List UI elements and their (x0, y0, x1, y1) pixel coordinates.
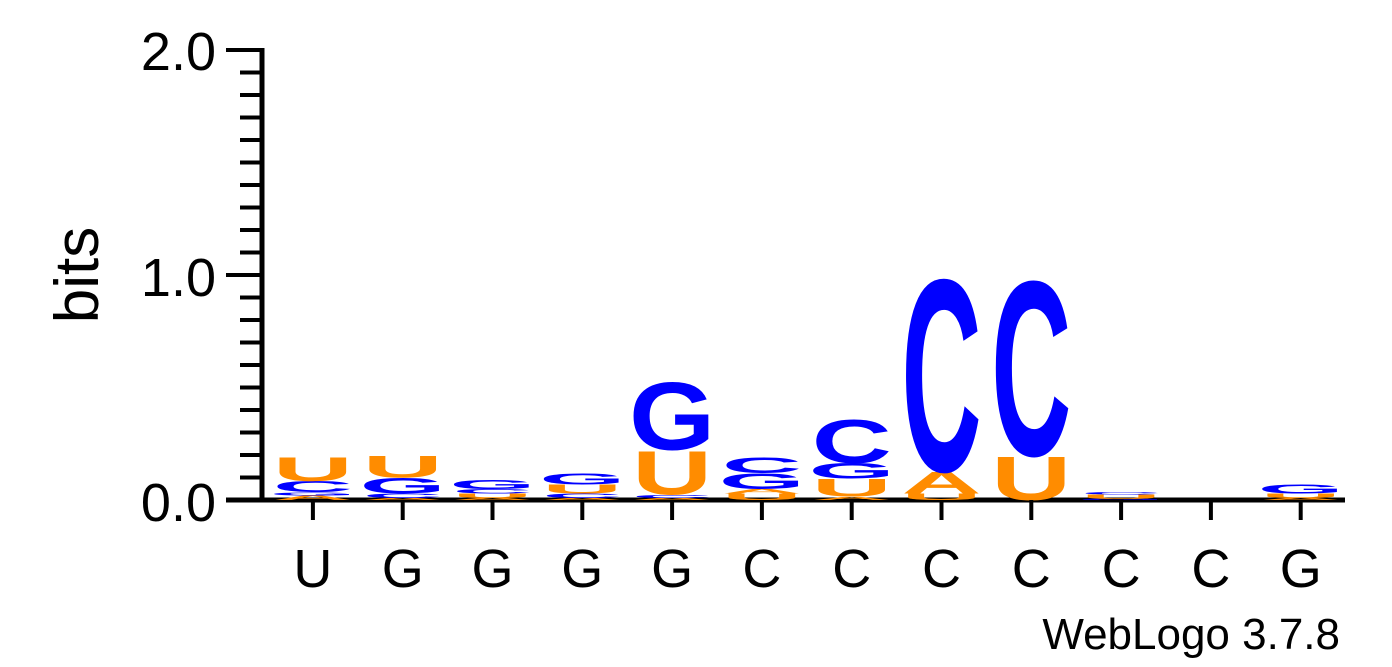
y-tick-label-bottom: 0.0 (141, 473, 216, 533)
logo-letter-c: C (722, 453, 802, 477)
logo-letter-a: A (901, 465, 981, 500)
logo-letter-a: A (542, 497, 622, 501)
logo-letter-u: U (542, 482, 622, 496)
logo-letter-a: A (722, 488, 802, 495)
position-label: C (832, 539, 871, 599)
logo-letter-g: G (719, 469, 805, 493)
logo-letter-g: G (449, 477, 535, 491)
logo-letter-c: C (812, 407, 892, 476)
position-label: G (561, 539, 603, 599)
y-tick-label-top: 2.0 (141, 22, 216, 82)
position-label: G (471, 539, 513, 599)
weblogo-credit: WebLogo 3.7.8 (1042, 610, 1340, 659)
logo-letter-c: C (452, 488, 532, 495)
logo-letter-c: C (991, 229, 1071, 508)
position-label: C (1012, 539, 1051, 599)
logo-letter-c: C (901, 223, 981, 530)
logo-letter-u: U (452, 492, 532, 499)
logo-letter-g: G (1078, 499, 1164, 501)
x-axis-ticks (310, 500, 1303, 520)
y-axis-ticks (226, 48, 262, 502)
logo-letter-g: G (270, 491, 356, 496)
logo-letter-c: C (542, 492, 622, 499)
logo-letter-g: G (360, 474, 446, 498)
y-tick-label-mid: 1.0 (141, 248, 216, 308)
logo-letter-u: U (363, 449, 443, 484)
logo-letter-a: A (812, 496, 892, 501)
position-label: G (382, 539, 424, 599)
position-label: C (1102, 539, 1141, 599)
logo-letter-a: A (363, 497, 443, 501)
logo-letter-u: U (1081, 493, 1161, 500)
logo-letter-u: U (1261, 492, 1341, 499)
y-axis-title: bits (43, 227, 112, 323)
logo-letter-c: C (632, 494, 712, 499)
logo-letter-g: G (809, 459, 895, 483)
logo-letter-u: U (901, 492, 981, 502)
position-label: G (651, 539, 693, 599)
logo-letter-g: G (539, 470, 625, 488)
logo-letter-u: U (632, 439, 712, 508)
logo-letter-a: A (632, 497, 712, 501)
logo-letter-u: U (273, 450, 353, 488)
logo-letter-a: A (452, 497, 532, 501)
logo-letter-g: G (629, 363, 715, 471)
logo-letter-u: U (812, 474, 892, 502)
position-label: C (1191, 539, 1230, 599)
position-label: U (293, 539, 332, 599)
logo-letter-a: A (1261, 497, 1341, 501)
position-label: C (742, 539, 781, 599)
logo-letter-c: C (363, 492, 443, 499)
position-label: C (922, 539, 961, 599)
position-label: G (1280, 539, 1322, 599)
logo-letter-g: G (1258, 482, 1344, 496)
logo-letter-c: C (273, 478, 353, 496)
logo-letter-a: A (273, 494, 353, 501)
logo-letter-u: U (722, 492, 802, 502)
logo-letter-c: C (1081, 492, 1161, 496)
